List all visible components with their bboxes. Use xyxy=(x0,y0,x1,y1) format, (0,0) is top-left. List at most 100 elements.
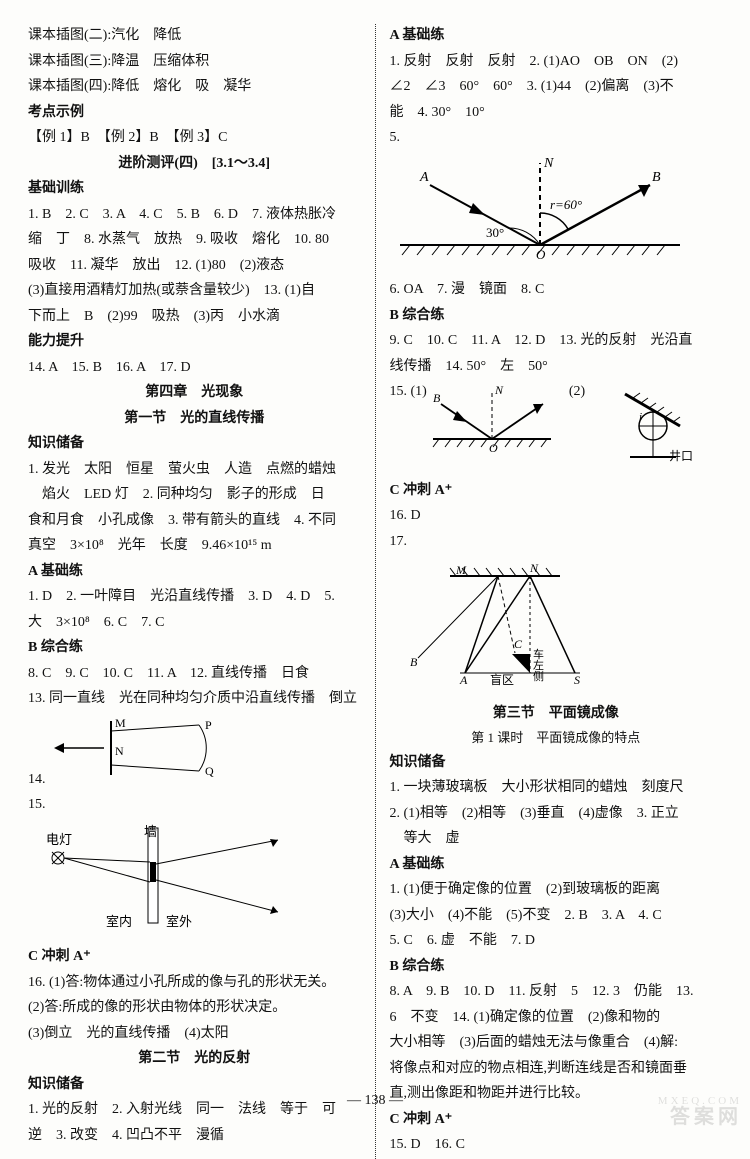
label-O: O xyxy=(536,247,546,262)
outdoor-label: 室外 xyxy=(166,914,192,929)
heading: B 综合练 xyxy=(28,636,361,661)
figure-15-1: B N O xyxy=(427,384,557,464)
text-line: 真空 3×10⁸ 光年 长度 9.46×10¹⁵ m xyxy=(28,534,361,559)
text-line: 6. OA 7. 漫 镜面 8. C xyxy=(390,278,723,303)
text-line: 1. D 2. 一叶障目 光沿直线传播 3. D 4. D 5. xyxy=(28,585,361,610)
svg-text:N: N xyxy=(529,561,539,575)
heading: 知识储备 xyxy=(28,432,361,457)
heading: B 综合练 xyxy=(390,304,723,329)
section-title: 第二节 光的反射 xyxy=(28,1047,361,1072)
heading: 知识储备 xyxy=(390,751,723,776)
text-line: 1. B 2. C 3. A 4. C 5. B 6. D 7. 液体热胀冷 xyxy=(28,203,361,228)
label-B: B xyxy=(652,170,661,185)
wall-label: 墙 xyxy=(144,824,157,839)
text-line: 线传播 14. 50° 左 50° xyxy=(390,355,723,380)
text-line: 下而上 B (2)99 吸热 (3)丙 小水滴 xyxy=(28,305,361,330)
lamp-label: 电灯 xyxy=(46,832,72,847)
text-line: 13. 同一直线 光在同种均匀介质中沿直线传播 倒立 xyxy=(28,687,361,712)
text-line: 5. C 6. 虚 不能 7. D xyxy=(390,929,723,954)
heading: C 冲刺 A⁺ xyxy=(390,479,723,504)
indoor-label: 室内 xyxy=(106,914,132,929)
label-14: 14. xyxy=(28,772,46,787)
item-15: 15. xyxy=(28,793,361,818)
text-line: 课本插图(四):降低 熔化 吸 凝华 xyxy=(28,75,361,100)
heading: A 基础练 xyxy=(390,853,723,878)
label-17: 17. xyxy=(390,534,408,549)
item-5: 5. xyxy=(390,126,723,151)
lesson-title: 第 1 课时 平面镜成像的特点 xyxy=(390,727,723,750)
chapter-title: 第四章 光现象 xyxy=(28,381,361,406)
watermark-text: 答案网 xyxy=(670,1100,742,1135)
item-14: 14. M N P Q xyxy=(28,713,361,793)
heading: 能力提升 xyxy=(28,330,361,355)
blind-label: 盲区 xyxy=(490,672,514,687)
text-line: 8. C 9. C 10. C 11. A 12. 直线传播 日食 xyxy=(28,662,361,687)
heading: C 冲刺 A⁺ xyxy=(28,945,361,970)
text-line: 8. A 9. B 10. D 11. 反射 5 12. 3 仍能 13. xyxy=(390,980,723,1005)
label-P: P xyxy=(205,718,212,732)
text-line: 6 不变 14. (1)确定像的位置 (2)像和物的 xyxy=(390,1006,723,1031)
svg-text:M: M xyxy=(455,563,467,577)
text-line: 将像点和对应的物点相连,判断连线是否和镜面垂 xyxy=(390,1057,723,1082)
page-number: — 138 — xyxy=(0,1089,750,1114)
text-line: 1. 一块薄玻璃板 大小形状相同的蜡烛 刻度尺 xyxy=(390,776,723,801)
section-title: 第一节 光的直线传播 xyxy=(28,407,361,432)
figure-15-2: 井口 i xyxy=(585,384,695,474)
label-15-2: (2) xyxy=(569,380,585,405)
svg-text:侧: 侧 xyxy=(533,670,544,683)
label-15: 15. xyxy=(28,797,46,812)
text-line: 课本插图(二):汽化 降低 xyxy=(28,24,361,49)
section-title: 第三节 平面镜成像 xyxy=(390,702,723,727)
text-line: 16. D xyxy=(390,504,723,529)
text-line: ∠2 ∠3 60° 60° 3. (1)44 (2)偏离 (3)不 xyxy=(390,75,723,100)
text-line: 15. D 16. C xyxy=(390,1133,723,1158)
svg-text:O: O xyxy=(489,441,498,454)
text-line: 焰火 LED 灯 2. 同种均匀 影子的形成 日 xyxy=(28,483,361,508)
figure-14: M N P Q xyxy=(49,772,219,787)
figure-17: M N B A C S 盲区 车 左 侧 xyxy=(390,558,723,698)
figure-5-reflection: A B N O 30° r=60° xyxy=(390,155,723,275)
label-15-1: 15. (1) xyxy=(390,380,427,405)
text-line: 1. 反射 反射 反射 2. (1)AO OB ON (2) xyxy=(390,50,723,75)
column-divider xyxy=(375,24,376,1159)
text-line: 能 4. 30° 10° xyxy=(390,101,723,126)
svg-text:S: S xyxy=(574,673,580,687)
heading: B 综合练 xyxy=(390,955,723,980)
right-column: A 基础练 1. 反射 反射 反射 2. (1)AO OB ON (2) ∠2 … xyxy=(390,24,723,1159)
heading: 考点示例 xyxy=(28,101,361,126)
text-line: 1. 发光 太阳 恒星 萤火虫 人造 点燃的蜡烛 xyxy=(28,458,361,483)
text-line: (2)答:所成的像的形状由物体的形状决定。 xyxy=(28,996,361,1021)
text-line: 1. (1)便于确定像的位置 (2)到玻璃板的距离 xyxy=(390,878,723,903)
text-line: 9. C 10. C 11. A 12. D 13. 光的反射 光沿直 xyxy=(390,329,723,354)
well-label: 井口 xyxy=(669,449,693,463)
label-A: A xyxy=(419,170,429,185)
svg-text:A: A xyxy=(459,673,468,687)
heading: A 基础练 xyxy=(390,24,723,49)
svg-text:N: N xyxy=(494,384,504,397)
text-line: 课本插图(三):降温 压缩体积 xyxy=(28,50,361,75)
label-M: M xyxy=(115,716,126,730)
heading: 进阶测评(四) [3.1～3.4] xyxy=(28,152,361,177)
label-Q: Q xyxy=(205,764,214,778)
svg-text:B: B xyxy=(410,655,418,669)
text-line: 逆 3. 改变 4. 凹凸不平 漫循 xyxy=(28,1124,361,1149)
text-line: 大 3×10⁸ 6. C 7. C xyxy=(28,611,361,636)
heading: A 基础练 xyxy=(28,560,361,585)
text-line: (3)大小 (4)不能 (5)不变 2. B 3. A 4. C xyxy=(390,904,723,929)
text-line: 缩 丁 8. 水蒸气 放热 9. 吸收 熔化 10. 80 xyxy=(28,228,361,253)
svg-text:i: i xyxy=(639,411,642,423)
car-left-label: 车 xyxy=(533,647,544,661)
text-line: 14. A 15. B 16. A 17. D xyxy=(28,356,361,381)
item-15r: 15. (1) B N xyxy=(390,380,723,478)
item-17: 17. xyxy=(390,530,723,555)
label-30: 30° xyxy=(486,225,504,240)
left-column: 课本插图(二):汽化 降低 课本插图(三):降温 压缩体积 课本插图(四):降低… xyxy=(28,24,361,1159)
svg-text:C: C xyxy=(514,637,523,651)
text-line: 16. (1)答:物体通过小孔所成的像与孔的形状无关。 xyxy=(28,971,361,996)
label-N: N xyxy=(115,744,124,758)
text-line: (3)直接用酒精灯加热(或萘含量较少) 13. (1)自 xyxy=(28,279,361,304)
label-N: N xyxy=(543,156,554,171)
text-line: 等大 虚 xyxy=(390,827,723,852)
text-line: 大小相等 (3)后面的蜡烛无法与像重合 (4)解: xyxy=(390,1031,723,1056)
label-5: 5. xyxy=(390,130,401,145)
